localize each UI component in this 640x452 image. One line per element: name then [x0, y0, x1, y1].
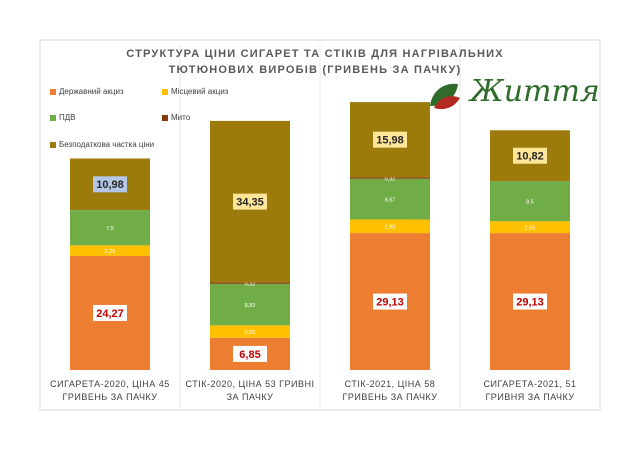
- logo-text: Життя: [470, 74, 600, 109]
- legend-swatch: [162, 115, 168, 121]
- data-label-box: [93, 176, 127, 193]
- data-label: 2,25: [105, 249, 116, 255]
- legend-label: Державний акциз: [59, 87, 124, 96]
- data-label: 7,5: [106, 226, 114, 232]
- logo-icon: [430, 83, 460, 110]
- legend-label: ПДВ: [59, 113, 76, 122]
- bar-segment: [70, 210, 150, 246]
- data-label: 0,32: [245, 282, 256, 288]
- data-label-box: [93, 304, 127, 321]
- legend-label: Місцевий акциз: [171, 87, 229, 96]
- legend-swatch: [50, 142, 56, 148]
- legend-label: Безподаткова частка ціни: [59, 140, 154, 149]
- data-label: 15,98: [376, 135, 404, 147]
- legend-label: Мито: [171, 113, 191, 122]
- data-label-box: [233, 345, 267, 362]
- data-label-box: [373, 293, 407, 310]
- data-label: 2,65: [245, 330, 256, 336]
- data-label: 6,85: [239, 349, 260, 361]
- data-label: 8,67: [385, 198, 396, 204]
- x-tick-label: СТІК-2020, ЦІНА 53 ГРИВНІ ЗА ПАЧКУ: [185, 379, 315, 402]
- bar-segment: [210, 282, 290, 284]
- data-label-box: [513, 147, 547, 164]
- data-label: 8,83: [245, 303, 256, 309]
- bar-segment: [350, 219, 430, 234]
- data-label: 34,35: [236, 197, 264, 209]
- data-label: 29,13: [376, 296, 404, 308]
- x-tick-label: СИГАРЕТА-2020, ЦІНА 45 ГРИВЕНЬ ЗА ПАЧКУ: [50, 379, 170, 402]
- data-label: 8,5: [526, 200, 534, 206]
- x-tick-label: СИГАРЕТА-2021, 51 ГРИВНЯ ЗА ПАЧКУ: [483, 379, 577, 402]
- bar-segment: [210, 283, 290, 326]
- bar-segment: [210, 325, 290, 338]
- legend-swatch: [162, 89, 168, 95]
- data-label: 2,90: [385, 225, 396, 231]
- data-label-box: [513, 293, 547, 310]
- data-label: 10,98: [96, 179, 124, 191]
- legend-swatch: [50, 115, 56, 121]
- legend-swatch: [50, 89, 56, 95]
- data-label: 10,82: [516, 151, 544, 163]
- bar-segment: [350, 177, 430, 179]
- data-label: 2,55: [525, 226, 536, 232]
- data-label: 29,13: [516, 296, 544, 308]
- x-tick-label: СТІК-2021, ЦІНА 58 ГРИВЕНЬ ЗА ПАЧКУ: [342, 379, 438, 402]
- data-label-box: [373, 131, 407, 148]
- bar-segment: [490, 181, 570, 222]
- bar-segment: [350, 178, 430, 220]
- data-label: 24,27: [96, 308, 124, 320]
- data-label: 0,32: [385, 176, 396, 182]
- bar-segment: [70, 245, 150, 256]
- data-label-box: [233, 193, 267, 210]
- chart-title: СТРУКТУРА ЦІНИ СИГАРЕТ ТА СТІКІВ ДЛЯ НАГ…: [126, 48, 504, 76]
- bar-segment: [490, 221, 570, 234]
